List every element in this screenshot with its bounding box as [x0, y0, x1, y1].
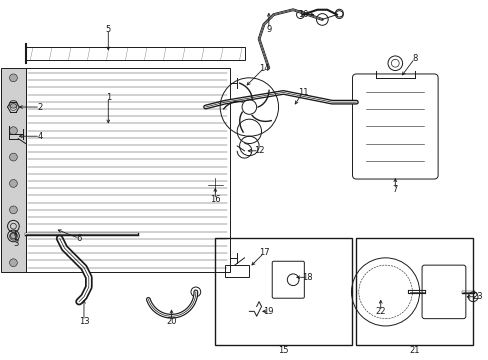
Text: 21: 21	[408, 346, 419, 355]
Circle shape	[9, 100, 17, 108]
Text: 8: 8	[411, 54, 417, 63]
Circle shape	[9, 180, 17, 187]
Bar	[356, 238, 472, 345]
Text: 14: 14	[258, 64, 269, 73]
Text: 17: 17	[258, 248, 269, 257]
Bar	[224, 265, 249, 277]
Circle shape	[9, 259, 17, 267]
Circle shape	[9, 233, 17, 240]
Bar	[1, 68, 25, 273]
Circle shape	[9, 74, 17, 82]
Text: 19: 19	[263, 307, 273, 316]
Text: 9: 9	[265, 25, 271, 34]
Text: 4: 4	[38, 132, 43, 141]
Text: 23: 23	[472, 292, 482, 301]
Text: 7: 7	[392, 185, 397, 194]
Text: 12: 12	[253, 146, 264, 155]
Text: 6: 6	[76, 234, 81, 243]
Circle shape	[9, 153, 17, 161]
Text: 2: 2	[38, 103, 43, 112]
Text: 15: 15	[278, 346, 288, 355]
Text: 1: 1	[105, 93, 111, 102]
Text: 20: 20	[166, 316, 177, 325]
Bar	[25, 48, 244, 60]
Text: 18: 18	[302, 273, 312, 282]
Circle shape	[9, 127, 17, 135]
Text: 16: 16	[209, 195, 220, 204]
Text: 13: 13	[79, 316, 89, 325]
Text: 3: 3	[13, 239, 19, 248]
Bar	[215, 238, 351, 345]
Circle shape	[9, 206, 17, 214]
Bar	[25, 68, 229, 273]
Text: 5: 5	[105, 25, 111, 34]
Text: 22: 22	[375, 307, 385, 316]
Text: 10: 10	[297, 10, 307, 19]
Text: 11: 11	[297, 88, 307, 97]
